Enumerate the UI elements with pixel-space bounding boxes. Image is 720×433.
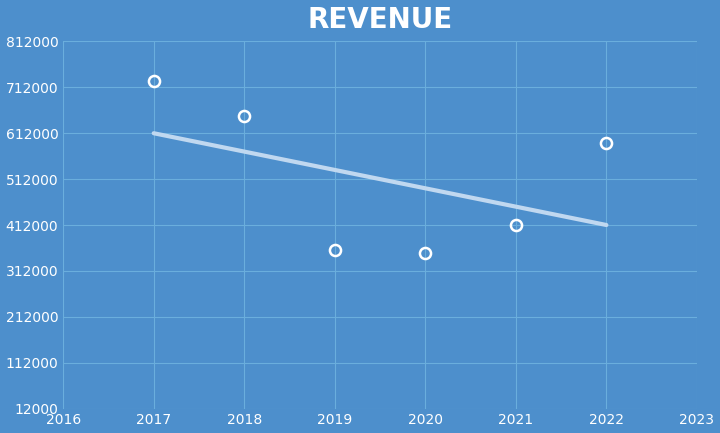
Title: REVENUE: REVENUE <box>307 6 453 33</box>
